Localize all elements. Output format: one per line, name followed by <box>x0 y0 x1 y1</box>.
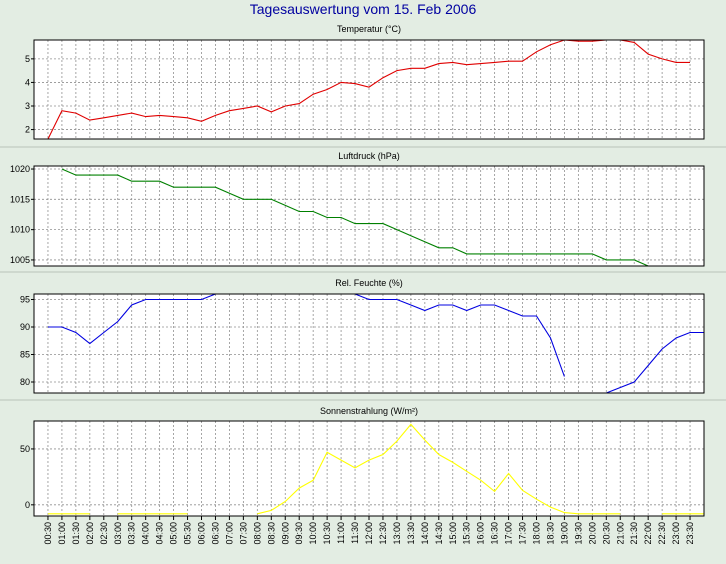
x-tick-label: 06:30 <box>211 522 221 545</box>
x-tick-label: 11:30 <box>350 522 360 544</box>
x-tick-label: 22:30 <box>657 522 667 545</box>
y-tick-label: 5 <box>25 54 30 64</box>
x-tick-label: 13:00 <box>392 522 402 545</box>
panel-title-4: Sonnenstrahlung (W/m²) <box>320 406 418 416</box>
y-tick-label: 2 <box>25 125 30 135</box>
x-tick-label: 07:00 <box>224 522 234 545</box>
x-tick-label: 14:00 <box>420 522 430 545</box>
series-line-1-1 <box>47 39 690 140</box>
x-tick-label: 12:00 <box>364 522 374 545</box>
x-tick-label: 12:30 <box>378 522 388 545</box>
x-tick-label: 14:30 <box>434 522 444 545</box>
x-tick-label: 05:00 <box>169 522 179 545</box>
y-tick-label: 1005 <box>10 255 30 265</box>
x-tick-label: 09:30 <box>294 522 304 545</box>
x-tick-label: 01:30 <box>71 522 81 545</box>
plot-frame-2 <box>33 165 705 267</box>
x-tick-label: 15:00 <box>448 522 458 545</box>
x-tick-label: 21:00 <box>615 522 625 545</box>
x-tick-label: 16:00 <box>476 522 486 545</box>
y-tick-label: 4 <box>25 77 30 87</box>
panel-title-3: Rel. Feuchte (%) <box>335 278 403 288</box>
x-tick-label: 03:00 <box>113 522 123 545</box>
x-tick-label: 06:00 <box>197 522 207 545</box>
y-tick-label: 3 <box>25 101 30 111</box>
y-tick-label: 90 <box>20 322 30 332</box>
x-tick-label: 04:30 <box>155 522 165 545</box>
x-tick-label: 13:30 <box>406 522 416 545</box>
series-line-4-3 <box>257 423 621 515</box>
x-tick-label: 09:00 <box>280 522 290 545</box>
x-tick-label: 20:30 <box>601 522 611 545</box>
x-tick-label: 00:30 <box>43 522 53 545</box>
plot-frame-3 <box>33 293 705 394</box>
y-tick-label: 50 <box>20 444 30 454</box>
series-line-3-2 <box>354 293 565 377</box>
y-tick-label: 85 <box>20 350 30 360</box>
x-tick-label: 23:00 <box>671 522 681 545</box>
x-tick-label: 17:00 <box>504 522 514 545</box>
x-tick-label: 01:00 <box>57 522 67 545</box>
x-tick-label: 10:00 <box>308 522 318 545</box>
x-tick-label: 22:00 <box>643 522 653 545</box>
y-tick-label: 1020 <box>10 164 30 174</box>
x-tick-label: 23:30 <box>685 522 695 545</box>
x-tick-label: 07:30 <box>238 522 248 545</box>
x-tick-label: 02:30 <box>99 522 109 545</box>
x-tick-label: 10:30 <box>322 522 332 545</box>
x-tick-label: 04:00 <box>141 522 151 545</box>
x-tick-label: 03:30 <box>127 522 137 545</box>
x-tick-label: 19:30 <box>573 522 583 545</box>
x-tick-label: 21:30 <box>629 522 639 545</box>
series-line-2-1 <box>61 168 649 267</box>
panel-title-2: Luftdruck (hPa) <box>338 151 400 161</box>
y-tick-label: 80 <box>20 377 30 387</box>
series-line-3-3 <box>606 331 704 394</box>
y-tick-label: 95 <box>20 295 30 305</box>
plot-area-4 <box>34 421 704 516</box>
x-tick-label: 19:00 <box>559 522 569 545</box>
series-line-3-1 <box>48 293 216 345</box>
x-tick-label: 08:30 <box>266 522 276 545</box>
y-tick-label: 1015 <box>10 194 30 204</box>
x-tick-label: 15:30 <box>462 522 472 545</box>
plot-frame-1 <box>33 39 705 140</box>
main-title: Tagesauswertung vom 15. Feb 2006 <box>249 1 477 17</box>
x-tick-label: 18:00 <box>532 522 542 545</box>
x-tick-label: 02:00 <box>85 522 95 545</box>
y-tick-label: 1010 <box>10 225 30 235</box>
x-tick-label: 17:30 <box>518 522 528 545</box>
x-tick-label: 16:30 <box>490 522 500 545</box>
x-tick-label: 05:30 <box>183 522 193 545</box>
x-tick-label: 20:00 <box>587 522 597 545</box>
x-tick-label: 18:30 <box>546 522 556 545</box>
y-tick-label: 0 <box>25 500 30 510</box>
x-tick-label: 08:00 <box>252 522 262 545</box>
x-tick-label: 11:00 <box>336 522 346 544</box>
panel-title-1: Temperatur (°C) <box>337 24 401 34</box>
